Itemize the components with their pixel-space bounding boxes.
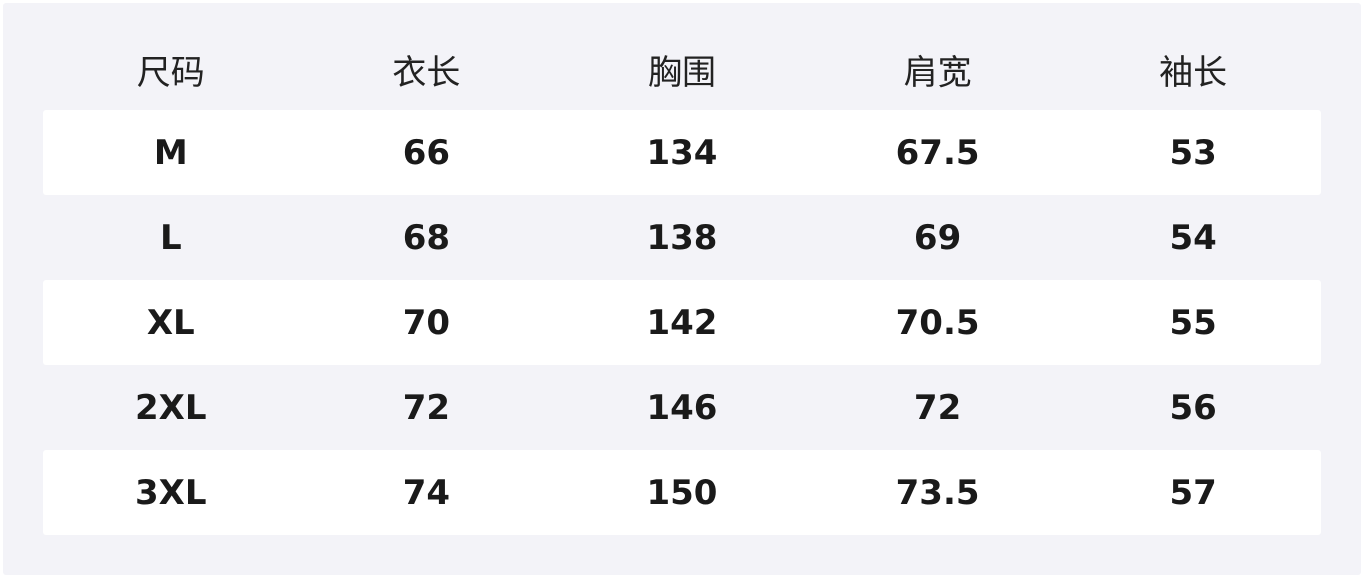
header-cell: 袖长 bbox=[1159, 52, 1228, 93]
table-cell: 56 bbox=[1169, 387, 1217, 428]
table-cell: 70 bbox=[402, 302, 451, 343]
table-cell: 142 bbox=[646, 302, 718, 343]
header-cell: 肩宽 bbox=[903, 52, 972, 93]
table-row: 3XL 74 150 73.5 57 bbox=[43, 450, 1321, 535]
table-row: L 68 138 69 54 bbox=[43, 195, 1321, 280]
header-cell: 尺码 bbox=[136, 52, 205, 93]
table-cell: 54 bbox=[1169, 217, 1217, 258]
table-cell: 72 bbox=[913, 387, 962, 428]
table-cell: 69 bbox=[913, 217, 962, 258]
table-cell: 138 bbox=[646, 217, 718, 258]
table-cell: 68 bbox=[402, 217, 451, 258]
table-cell: 74 bbox=[402, 472, 451, 513]
table-row: 2XL 72 146 72 56 bbox=[43, 365, 1321, 450]
table-header: 尺码 衣长 胸围 肩宽 袖长 bbox=[43, 28, 1321, 110]
table-cell: 66 bbox=[402, 132, 451, 173]
header-cell: 衣长 bbox=[392, 52, 461, 93]
table-cell: 53 bbox=[1169, 132, 1217, 173]
table-cell: 72 bbox=[402, 387, 451, 428]
table-cell: 3XL bbox=[135, 472, 207, 513]
size-chart-panel: 尺码 衣长 胸围 肩宽 袖长 M 66 134 67.5 53 L 68 138 69 54 XL 7… bbox=[3, 3, 1361, 575]
table-row: XL 70 142 70.5 55 bbox=[43, 280, 1321, 365]
table-row: M 66 134 67.5 53 bbox=[43, 110, 1321, 195]
table-cell: 57 bbox=[1169, 472, 1217, 513]
table-cell: L bbox=[159, 217, 182, 258]
table-cell: 146 bbox=[646, 387, 718, 428]
table-body: M 66 134 67.5 53 L 68 138 69 54 XL 70 142 70.5 55 2XL 72… bbox=[43, 110, 1321, 535]
size-table: 尺码 衣长 胸围 肩宽 袖长 M 66 134 67.5 53 L 68 138 69 54 XL 7… bbox=[43, 28, 1321, 535]
header-cell: 胸围 bbox=[647, 52, 716, 93]
table-cell: 2XL bbox=[135, 387, 207, 428]
table-cell: 150 bbox=[646, 472, 718, 513]
table-cell: 70.5 bbox=[895, 302, 980, 343]
table-cell: 134 bbox=[646, 132, 718, 173]
table-cell: 73.5 bbox=[895, 472, 980, 513]
table-cell: 55 bbox=[1169, 302, 1217, 343]
table-cell: M bbox=[153, 132, 188, 173]
table-cell: XL bbox=[146, 302, 195, 343]
table-cell: 67.5 bbox=[895, 132, 980, 173]
